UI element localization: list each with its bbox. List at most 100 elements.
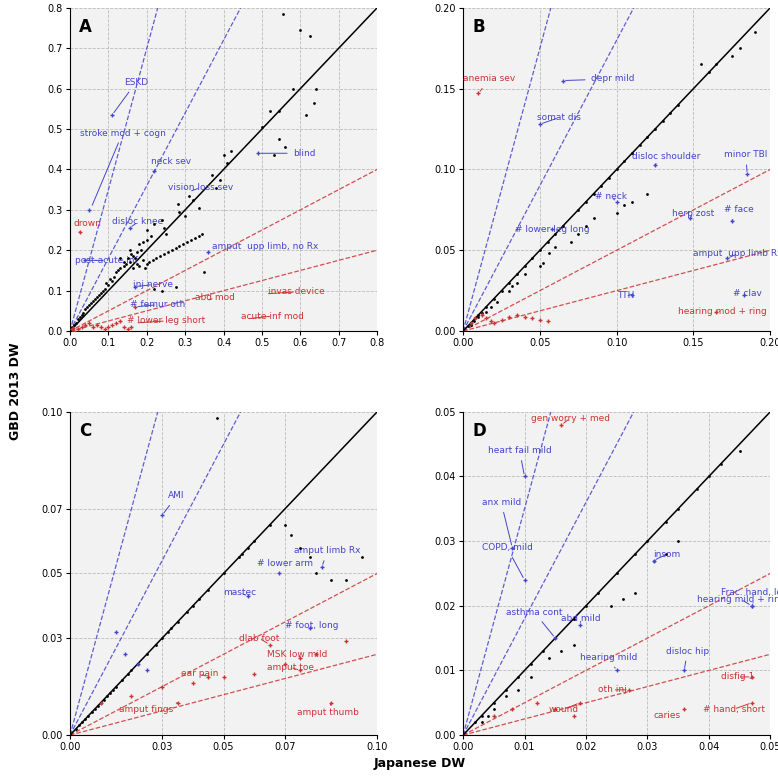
Point — [469, 312, 482, 325]
Point — [133, 238, 145, 250]
Point — [248, 535, 261, 547]
Point — [65, 323, 78, 335]
Point — [156, 632, 168, 644]
Text: C: C — [79, 421, 92, 439]
Point — [580, 196, 592, 208]
Point — [193, 593, 205, 605]
Point — [79, 254, 92, 267]
Point — [503, 276, 515, 289]
Point — [79, 319, 92, 332]
Point — [94, 286, 107, 299]
Text: amput  upp limb, no Rx: amput upp limb, no Rx — [209, 242, 318, 253]
Point — [141, 224, 153, 236]
Point — [745, 600, 758, 612]
Point — [684, 212, 696, 224]
Point — [127, 250, 139, 263]
Point — [534, 260, 546, 273]
Text: disloc knee: disloc knee — [112, 217, 163, 227]
Point — [506, 703, 518, 716]
Point — [110, 626, 122, 638]
Text: anemia sev: anemia sev — [463, 74, 515, 91]
Point — [162, 626, 174, 638]
Point — [294, 651, 307, 664]
Point — [68, 319, 80, 332]
Text: vision loss sev: vision loss sev — [168, 183, 233, 192]
Point — [293, 23, 306, 36]
Point — [464, 318, 477, 331]
Point — [649, 158, 661, 170]
Point — [117, 256, 130, 268]
Point — [85, 296, 97, 309]
Point — [133, 260, 145, 273]
Point — [488, 317, 500, 329]
Point — [122, 667, 135, 680]
Point — [657, 115, 669, 127]
Point — [114, 262, 126, 274]
Point — [187, 193, 199, 206]
Point — [518, 574, 531, 586]
Point — [512, 683, 524, 696]
Point — [198, 266, 211, 278]
Text: B: B — [472, 17, 485, 35]
Point — [125, 321, 138, 333]
Point — [146, 254, 159, 267]
Point — [741, 168, 753, 181]
Point — [82, 709, 95, 722]
Point — [549, 632, 562, 644]
Point — [611, 196, 623, 208]
Text: D: D — [472, 421, 486, 439]
Point — [475, 307, 488, 320]
Point — [325, 697, 338, 709]
Point — [506, 541, 518, 554]
Point — [557, 74, 569, 87]
Point — [468, 315, 480, 328]
Point — [629, 548, 641, 561]
Point — [77, 307, 89, 319]
Point — [294, 541, 307, 554]
Point — [310, 567, 322, 579]
Point — [138, 262, 151, 274]
Point — [79, 712, 92, 725]
Point — [488, 697, 500, 709]
Point — [106, 319, 118, 332]
Point — [567, 612, 580, 625]
Point — [611, 567, 623, 579]
Point — [512, 671, 524, 683]
Point — [715, 457, 727, 470]
Point — [534, 244, 546, 256]
Point — [279, 658, 291, 670]
Point — [534, 314, 546, 326]
Point — [518, 268, 531, 281]
Text: heart fail mild: heart fail mild — [488, 447, 552, 474]
Point — [469, 312, 482, 325]
Point — [129, 252, 142, 264]
Point — [171, 615, 184, 628]
Point — [149, 282, 161, 295]
Point — [217, 149, 230, 162]
Text: amput fings: amput fings — [119, 703, 177, 714]
Point — [587, 212, 600, 224]
Point — [503, 285, 515, 297]
Point — [611, 163, 623, 176]
Point — [611, 206, 623, 219]
Text: acute inf mod: acute inf mod — [241, 311, 303, 321]
Point — [549, 632, 562, 644]
Point — [672, 535, 685, 547]
Point — [150, 638, 163, 651]
Point — [184, 234, 197, 246]
Text: hearing mild: hearing mild — [580, 653, 637, 668]
Point — [748, 26, 761, 38]
Point — [690, 483, 703, 496]
Point — [114, 252, 126, 264]
Text: Frac. hand, long: Frac. hand, long — [721, 588, 778, 603]
Point — [294, 664, 307, 676]
Point — [159, 228, 172, 240]
Point — [641, 131, 654, 143]
Text: amput toe: amput toe — [267, 662, 314, 672]
Point — [264, 518, 276, 531]
Point — [726, 215, 738, 228]
Point — [94, 697, 107, 709]
Point — [510, 309, 523, 321]
Point — [672, 99, 685, 111]
Text: drown: drown — [73, 220, 101, 232]
